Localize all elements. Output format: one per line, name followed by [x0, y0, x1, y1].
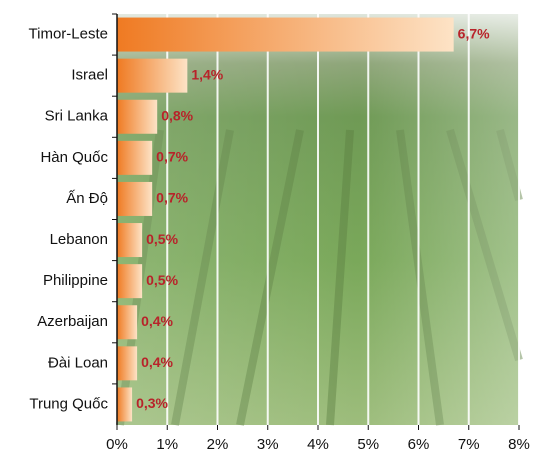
category-label: Hàn Quốc: [40, 149, 108, 166]
value-label: 0,4%: [141, 354, 173, 370]
value-label: 1,4%: [191, 66, 223, 82]
bar: [117, 17, 454, 52]
bar: [117, 346, 138, 381]
value-label: 0,8%: [161, 107, 193, 123]
value-label: 0,3%: [136, 395, 168, 411]
category-label: Đài Loan: [48, 354, 108, 371]
bar: [117, 58, 188, 93]
x-tick-label: 3%: [257, 436, 279, 453]
x-tick-label: 1%: [156, 436, 178, 453]
value-label: 6,7%: [458, 25, 490, 41]
value-label: 0,5%: [146, 272, 178, 288]
category-label: Sri Lanka: [45, 108, 109, 125]
value-label: 0,4%: [141, 313, 173, 329]
category-label: Philippine: [43, 272, 108, 289]
category-label: Azerbaijan: [37, 313, 108, 330]
category-label: Ấn Độ: [66, 190, 108, 207]
x-tick-label: 8%: [508, 436, 530, 453]
category-label: Israel: [71, 67, 108, 84]
value-label: 0,5%: [146, 231, 178, 247]
bar: [117, 305, 138, 340]
bar: [117, 223, 143, 258]
x-tick-label: 7%: [458, 436, 480, 453]
x-tick-label: 6%: [408, 436, 430, 453]
value-label: 0,7%: [156, 149, 188, 165]
category-label: Lebanon: [50, 231, 108, 248]
bar: [117, 181, 153, 216]
x-tick-label: 4%: [307, 436, 329, 453]
bar: [117, 99, 158, 134]
x-tick-label: 0%: [106, 436, 128, 453]
category-label: Trung Quốc: [29, 395, 108, 412]
x-tick-label: 2%: [207, 436, 229, 453]
value-label: 0,7%: [156, 190, 188, 206]
category-label: Timor-Leste: [29, 26, 108, 43]
bar: [117, 140, 153, 175]
bar: [117, 387, 133, 422]
x-tick-label: 5%: [357, 436, 379, 453]
bar: [117, 264, 143, 299]
